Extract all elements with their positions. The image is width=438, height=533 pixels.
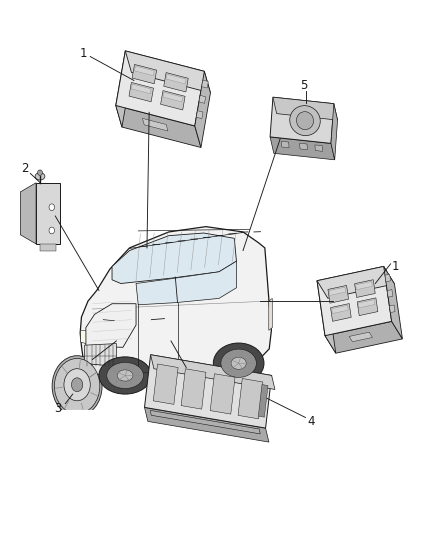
Circle shape (71, 378, 83, 392)
Ellipse shape (290, 106, 320, 135)
Polygon shape (81, 330, 86, 344)
Text: 5: 5 (300, 79, 308, 92)
Polygon shape (52, 409, 102, 419)
Polygon shape (349, 332, 372, 342)
Polygon shape (387, 289, 393, 297)
Polygon shape (164, 72, 188, 92)
Text: 1: 1 (80, 47, 88, 60)
Polygon shape (325, 321, 403, 353)
Ellipse shape (99, 357, 151, 394)
Ellipse shape (117, 370, 133, 381)
Polygon shape (80, 227, 272, 381)
Polygon shape (129, 83, 153, 102)
Polygon shape (134, 66, 154, 76)
Polygon shape (332, 305, 348, 313)
Polygon shape (132, 64, 157, 84)
Polygon shape (238, 378, 263, 419)
Polygon shape (125, 51, 211, 93)
Polygon shape (201, 80, 208, 88)
Polygon shape (315, 145, 322, 151)
Circle shape (52, 356, 102, 416)
Circle shape (49, 204, 54, 211)
Polygon shape (142, 118, 168, 131)
Polygon shape (81, 364, 119, 376)
Ellipse shape (231, 357, 246, 369)
Ellipse shape (107, 362, 144, 389)
Polygon shape (389, 305, 395, 312)
Polygon shape (300, 143, 307, 150)
Polygon shape (40, 244, 56, 251)
Polygon shape (329, 287, 346, 295)
Text: 1: 1 (392, 260, 399, 273)
Polygon shape (181, 369, 206, 409)
Polygon shape (385, 274, 391, 282)
Polygon shape (282, 141, 289, 148)
Polygon shape (270, 97, 334, 143)
Polygon shape (269, 298, 272, 330)
Polygon shape (331, 304, 351, 321)
Polygon shape (161, 91, 185, 110)
Polygon shape (357, 298, 378, 316)
Polygon shape (163, 92, 183, 102)
Polygon shape (166, 74, 186, 84)
Ellipse shape (221, 349, 256, 377)
Polygon shape (258, 384, 268, 417)
Ellipse shape (297, 111, 314, 130)
Polygon shape (331, 104, 338, 160)
Polygon shape (270, 137, 335, 160)
Polygon shape (136, 261, 237, 305)
Text: 2: 2 (21, 161, 28, 175)
Polygon shape (355, 280, 375, 297)
Polygon shape (195, 71, 211, 148)
Ellipse shape (38, 170, 42, 175)
Polygon shape (273, 97, 338, 120)
Polygon shape (131, 84, 151, 94)
Polygon shape (153, 364, 178, 405)
Polygon shape (116, 106, 201, 148)
Polygon shape (85, 344, 117, 368)
Polygon shape (317, 266, 395, 298)
Polygon shape (199, 95, 206, 103)
Ellipse shape (35, 173, 45, 180)
Polygon shape (356, 281, 372, 290)
Polygon shape (36, 183, 60, 244)
Polygon shape (112, 233, 237, 284)
Polygon shape (116, 51, 131, 127)
Polygon shape (145, 355, 272, 428)
Polygon shape (210, 374, 235, 414)
Polygon shape (358, 300, 375, 308)
Polygon shape (196, 111, 203, 119)
Polygon shape (328, 286, 349, 303)
Polygon shape (86, 304, 136, 348)
Polygon shape (151, 355, 275, 390)
Circle shape (64, 369, 90, 401)
Polygon shape (317, 266, 392, 336)
Ellipse shape (213, 343, 264, 383)
Polygon shape (317, 281, 336, 353)
Polygon shape (384, 266, 403, 339)
Polygon shape (116, 51, 205, 126)
Circle shape (54, 359, 100, 414)
Polygon shape (150, 410, 260, 434)
Circle shape (49, 227, 54, 234)
Text: 3: 3 (54, 402, 61, 415)
Text: 4: 4 (307, 415, 314, 428)
Polygon shape (145, 407, 269, 442)
Polygon shape (20, 183, 36, 244)
